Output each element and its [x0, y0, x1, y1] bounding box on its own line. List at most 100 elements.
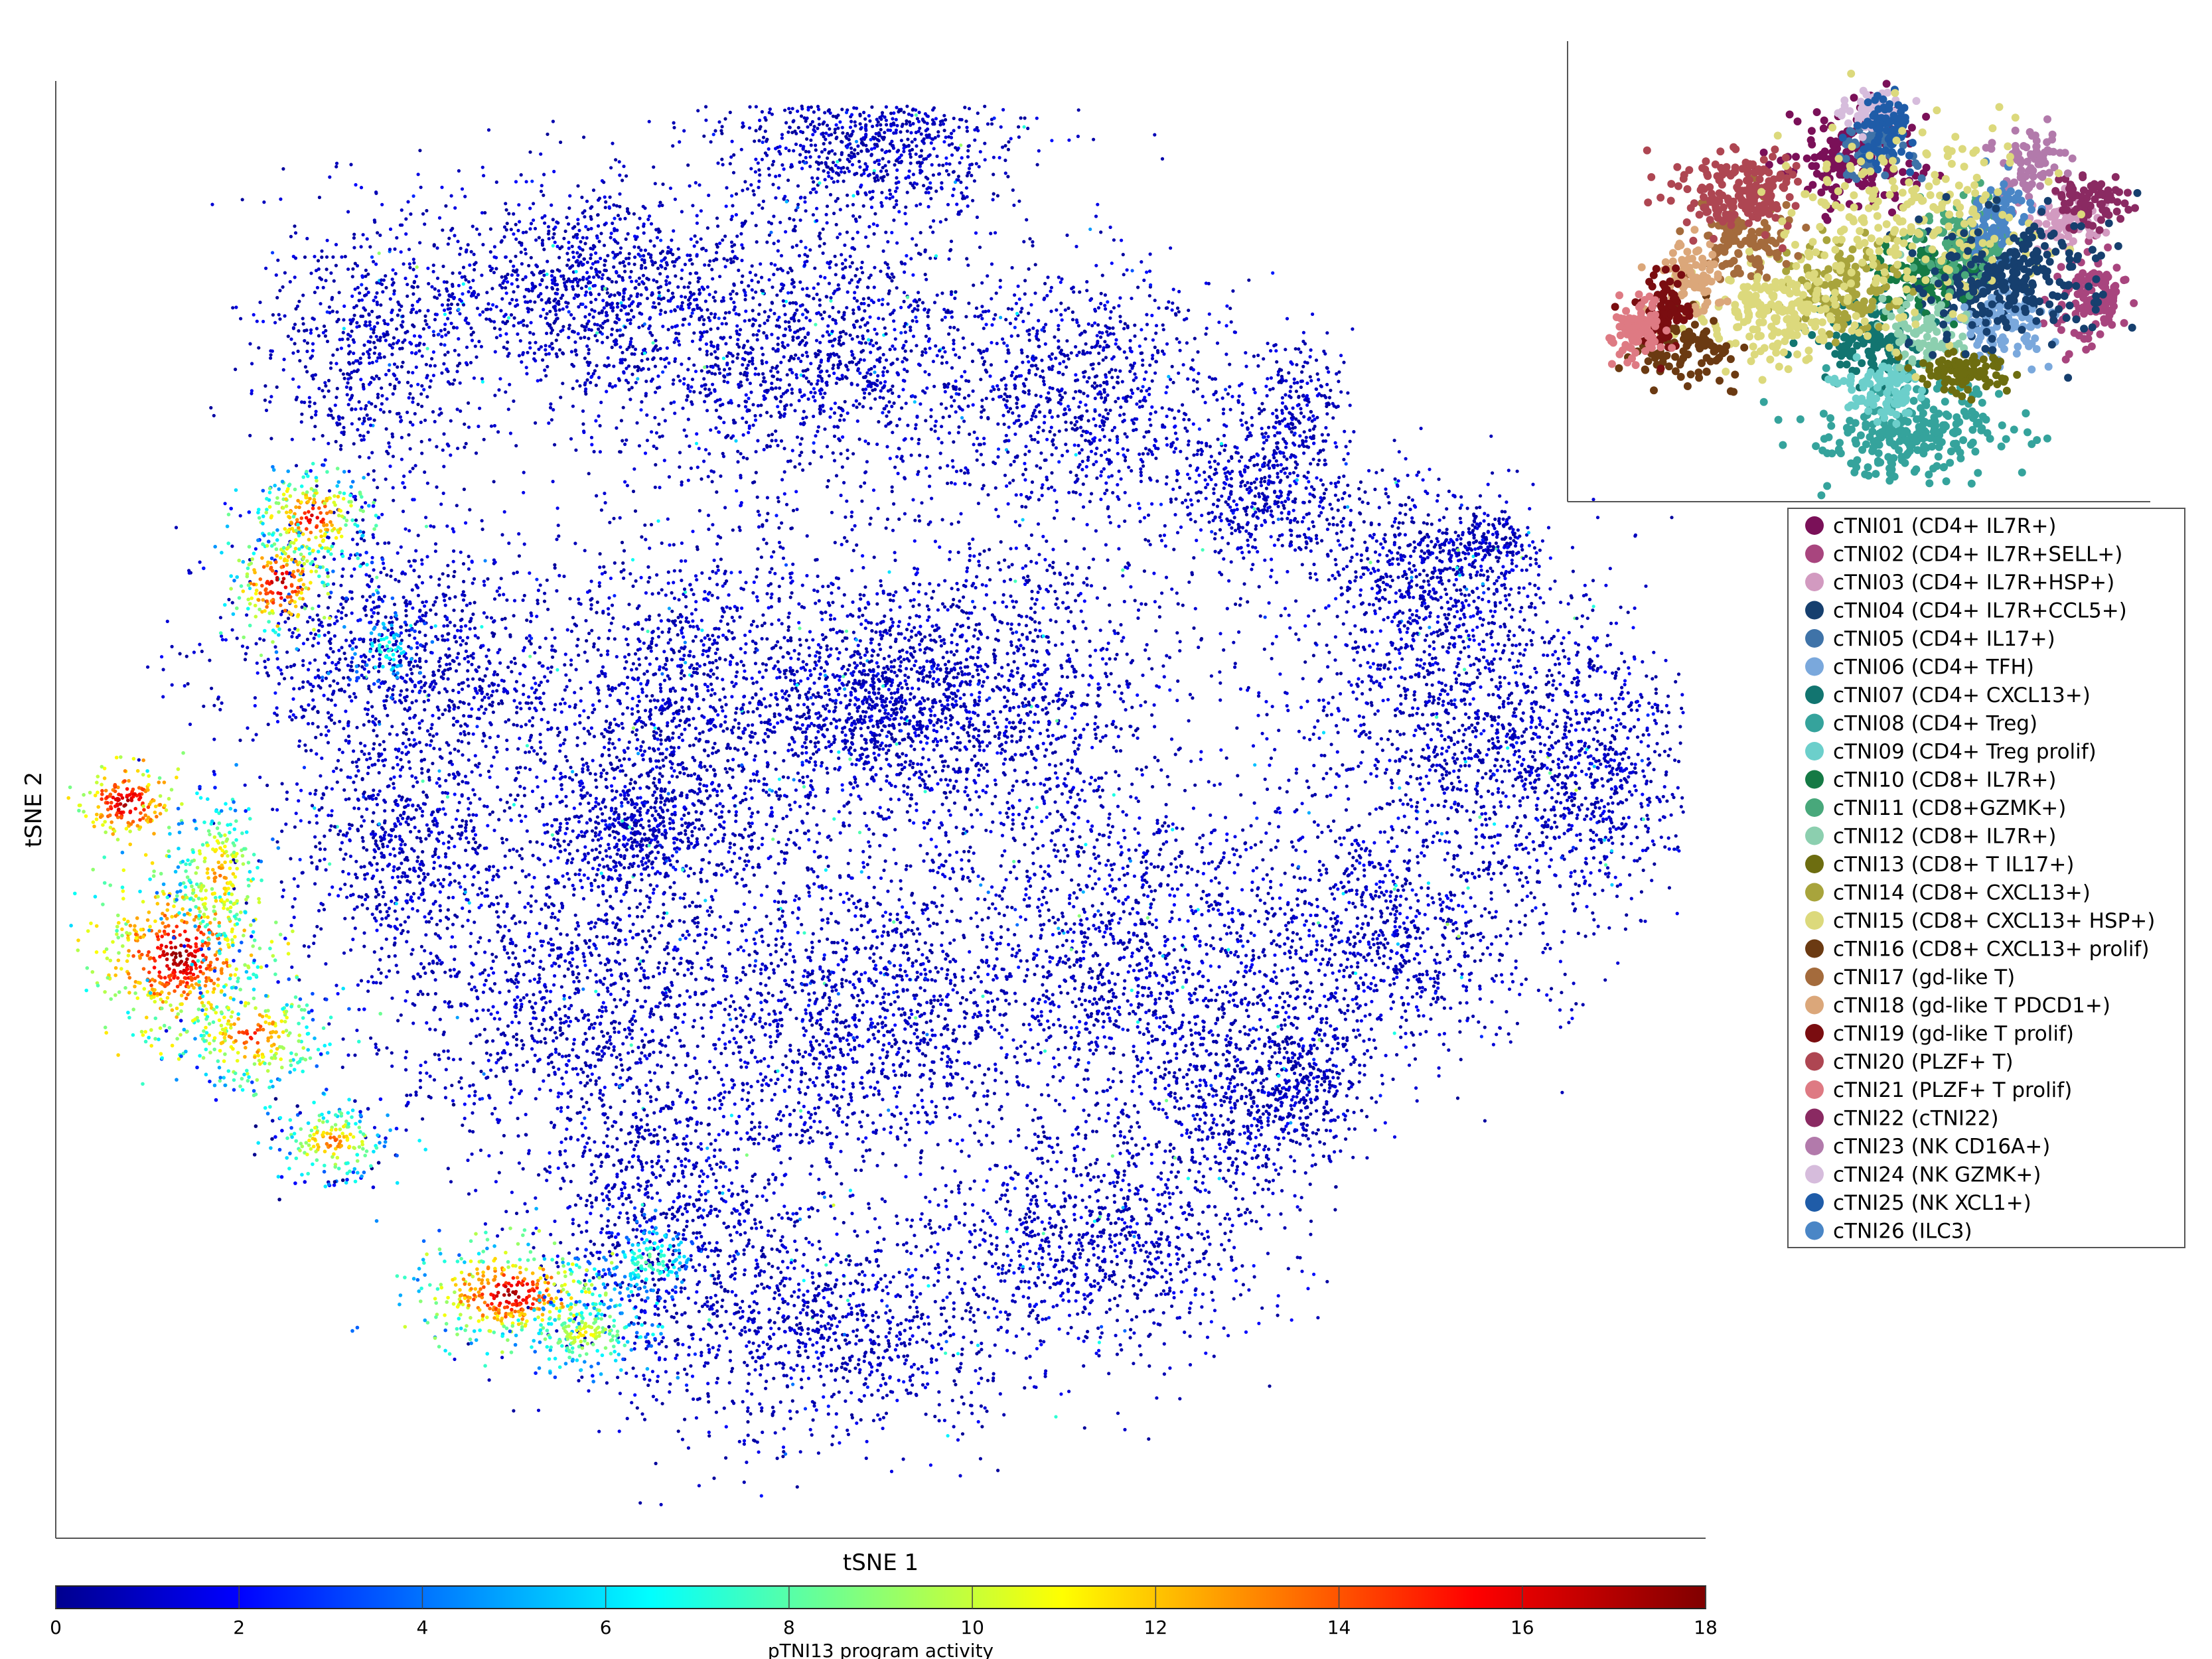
scatter-point [826, 171, 830, 175]
scatter-point [1165, 475, 1169, 479]
scatter-point [1022, 240, 1026, 244]
scatter-point [967, 301, 971, 305]
scatter-point [760, 157, 764, 161]
scatter-point [394, 271, 398, 275]
scatter-point [1122, 453, 1126, 457]
scatter-point [646, 357, 650, 361]
scatter-point [735, 256, 739, 261]
scatter-point [658, 252, 663, 255]
scatter-point [674, 337, 678, 341]
scatter-point [827, 175, 831, 179]
scatter-point [830, 149, 834, 153]
scatter-point [1192, 556, 1196, 560]
scatter-point [1003, 159, 1007, 163]
scatter-point [975, 458, 979, 462]
scatter-point [388, 227, 393, 231]
scatter-point [770, 433, 774, 437]
scatter-point [644, 287, 648, 291]
scatter-point [731, 250, 735, 253]
main-plot: tSNE 1 tSNE 2 [21, 81, 1706, 1576]
scatter-point [583, 335, 587, 339]
scatter-point [576, 218, 580, 222]
scatter-point [315, 285, 319, 290]
scatter-point [506, 280, 510, 284]
scatter-point [546, 259, 550, 263]
scatter-point [1177, 340, 1181, 344]
scatter-point [782, 196, 786, 201]
scatter-point [1019, 492, 1023, 497]
scatter-point [532, 351, 537, 355]
scatter-point [1134, 376, 1138, 380]
scatter-point [902, 344, 906, 348]
scatter-point [771, 182, 775, 186]
scatter-point [888, 457, 892, 461]
scatter-point [894, 181, 898, 185]
scatter-point [694, 297, 698, 301]
scatter-point [362, 387, 366, 391]
scatter-point [1195, 380, 1199, 384]
scatter-point [1094, 423, 1098, 427]
scatter-point [802, 263, 807, 267]
scatter-point [825, 204, 830, 208]
scatter-point [1140, 389, 1143, 393]
scatter-point [696, 279, 700, 283]
scatter-point [762, 394, 766, 398]
scatter-point [538, 271, 542, 275]
scatter-point [719, 336, 723, 340]
scatter-point [621, 295, 626, 299]
scatter-point [782, 447, 786, 451]
scatter-point [1154, 360, 1158, 364]
scatter-point [322, 325, 327, 328]
scatter-point [372, 299, 376, 303]
scatter-point [464, 317, 469, 321]
scatter-point [628, 321, 632, 325]
scatter-point [814, 434, 818, 438]
scatter-point [539, 189, 544, 193]
scatter-point [449, 453, 453, 457]
scatter-point [437, 216, 442, 220]
scatter-point [823, 111, 827, 115]
scatter-point [1064, 539, 1068, 543]
scatter-point [711, 133, 715, 137]
scatter-point [338, 368, 342, 372]
scatter-point [481, 243, 485, 247]
scatter-point [366, 472, 370, 476]
scatter-point [1163, 524, 1167, 528]
scatter-point [1288, 390, 1292, 394]
scatter-point [1207, 375, 1211, 379]
scatter-point [699, 209, 703, 213]
scatter-point [967, 171, 971, 175]
scatter-point [1051, 561, 1055, 565]
scatter-point [457, 169, 461, 173]
scatter-point [717, 430, 721, 434]
scatter-point [642, 231, 646, 235]
scatter-point [617, 378, 622, 382]
scatter-point [458, 381, 462, 385]
scatter-point [698, 288, 701, 292]
scatter-point [1118, 315, 1122, 319]
scatter-point [631, 489, 636, 494]
scatter-point [836, 425, 840, 429]
scatter-point [666, 275, 670, 279]
scatter-point [867, 296, 871, 300]
scatter-point [607, 384, 612, 388]
scatter-point [1141, 385, 1145, 389]
scatter-point [609, 332, 614, 336]
scatter-point [967, 394, 971, 397]
scatter-point [1120, 380, 1124, 384]
scatter-point [976, 502, 980, 506]
scatter-point [409, 311, 413, 315]
scatter-point [576, 184, 580, 188]
scatter-point [849, 146, 853, 150]
scatter-point [1065, 449, 1069, 453]
scatter-point [437, 293, 441, 297]
scatter-point [581, 409, 585, 413]
scatter-point [656, 374, 660, 378]
scatter-point [453, 234, 457, 238]
scatter-point [1130, 350, 1134, 354]
scatter-point [846, 457, 849, 461]
scatter-point [530, 308, 534, 312]
scatter-point [884, 358, 889, 362]
scatter-point [754, 224, 758, 228]
scatter-point [1007, 425, 1011, 429]
